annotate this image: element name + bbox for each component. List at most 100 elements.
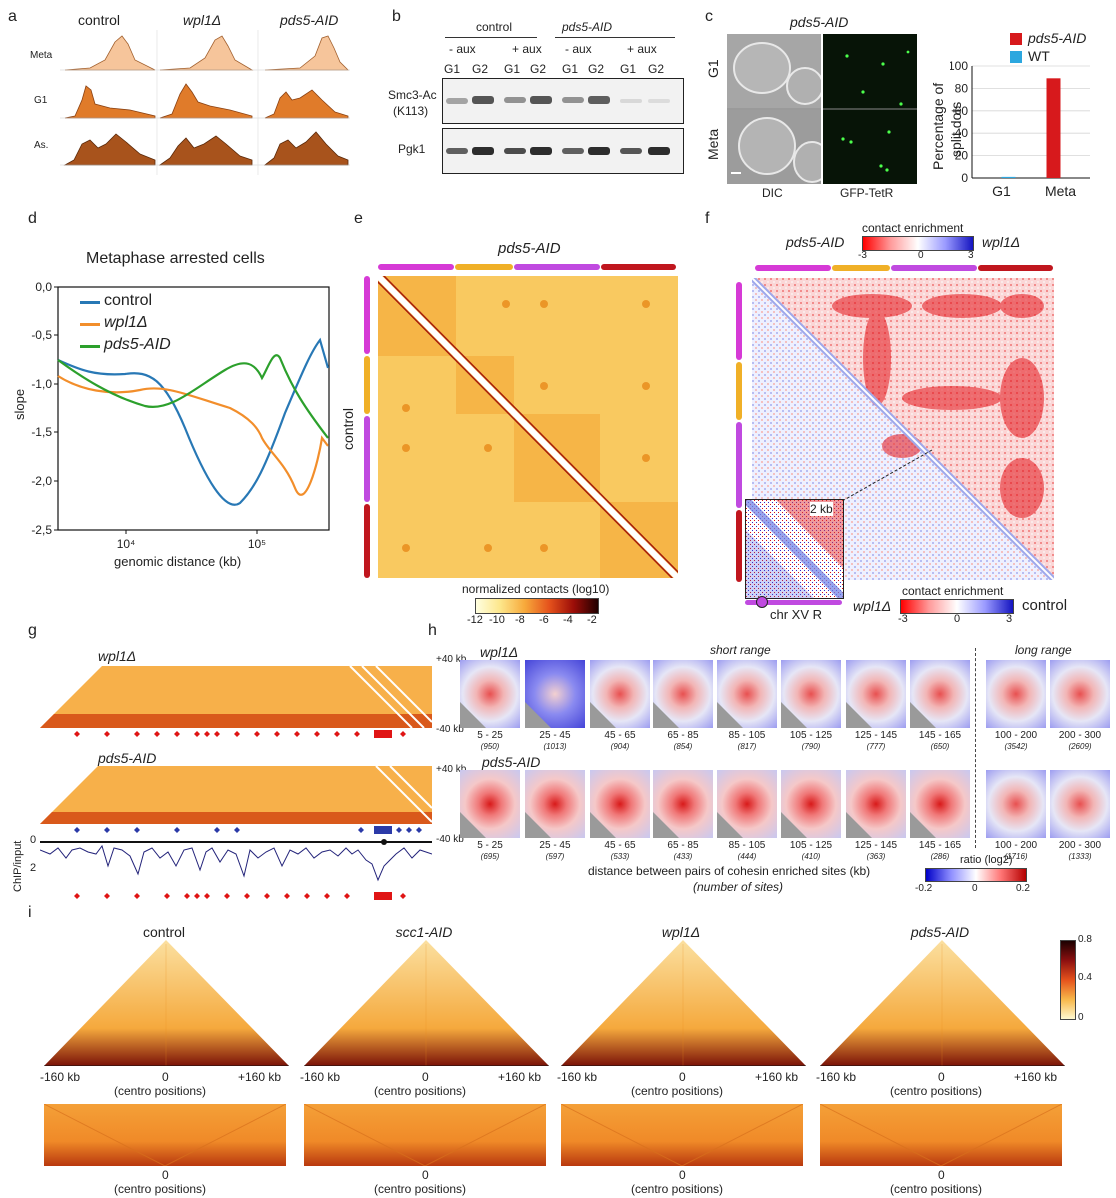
d-ytick-2: -1,0: [31, 377, 52, 391]
h-range-label-0-4: 85 - 105: [728, 730, 766, 741]
h-count-label-1-2: (533): [610, 852, 630, 861]
d-ytick-4: -2,0: [31, 474, 52, 488]
h-pileup-mask: [781, 702, 807, 728]
bar-WT-G1: [1001, 176, 1016, 178]
i-zoom-strip-2: [560, 1103, 804, 1167]
i-strain-title-0: control: [142, 924, 186, 940]
h-row2-label: pds5-AID: [482, 754, 541, 770]
facs-row-meta: [64, 35, 349, 71]
h-divider: [975, 648, 976, 848]
panel-label-d: d: [28, 210, 37, 227]
e-side-label: control: [340, 407, 356, 450]
f-left-label: pds5-AID: [786, 234, 845, 250]
d-ytick-0: 0,0: [35, 280, 52, 294]
h-range-label-0-3: 65 - 85: [667, 730, 699, 741]
i-zoom-strip-0: [43, 1103, 287, 1167]
f-chr-bar: [745, 600, 842, 605]
slope-plot: 0,0 -0,5 -1,0 -1,5 -2,0 -2,5 10⁴ 10⁵: [31, 280, 330, 551]
b-treat-1: + aux: [512, 42, 542, 56]
i-center-tick-1: 0: [422, 1070, 429, 1084]
h-count-label-0-0: (950): [480, 742, 500, 751]
h-range-label-0-7: 145 - 165: [918, 730, 962, 741]
h-pileup-mask: [590, 702, 616, 728]
h-pileup-0-6: [846, 660, 906, 728]
i-left-tick-3: -160 kb: [816, 1070, 857, 1084]
facs-histograms: [60, 30, 350, 175]
d-legend-label-pds5: pds5-AID: [104, 336, 171, 353]
c-dic-image: [727, 34, 821, 184]
b-phase-7: G2: [648, 62, 665, 76]
h-pileup-0-8: [986, 660, 1046, 728]
e-side-chrom-bar: [364, 276, 370, 578]
f-inset-map: [746, 500, 843, 598]
e-top-chrom-bar: [378, 264, 676, 270]
i-zoom-strip-lines-2: [560, 1103, 804, 1167]
f-cbar-top: [862, 236, 974, 251]
h-count-label-1-6: (363): [866, 852, 886, 861]
d-ytick-3: -1,5: [31, 425, 52, 439]
b-phase-6: G1: [620, 62, 637, 76]
c-col-dic: DIC: [762, 186, 783, 200]
i-right-tick-1: +160 kb: [498, 1070, 542, 1084]
f-inset: [745, 499, 844, 599]
a-strain-wpl1: wpl1Δ: [183, 12, 222, 28]
h-ytop-1: +40 kb: [436, 654, 467, 665]
c-dic-cells: [727, 34, 821, 184]
e-cbar: [475, 598, 599, 614]
i-zoom-center-label-0: (centro positions): [114, 1182, 207, 1196]
b-phase-0: G1: [444, 62, 461, 76]
f-right-label: wpl1Δ: [982, 234, 1021, 250]
h-count-label-1-9: (1333): [1068, 852, 1092, 861]
a-row-meta: Meta: [30, 50, 53, 61]
i-zoom-center-tick-0: 0: [162, 1168, 169, 1182]
i-cbar-tick-0: 0.8: [1078, 934, 1092, 945]
b-group-control-line: [445, 37, 537, 38]
d-ytick-1: -0,5: [31, 328, 52, 342]
h-count-label-0-8: (3542): [1004, 742, 1028, 751]
h-pileup-mask: [910, 812, 936, 838]
e-cbar-tick-1: -10: [489, 614, 505, 626]
bar-ytick-label: 20: [955, 149, 969, 163]
i-triangle-map-2: [561, 940, 806, 1066]
western-blot: [442, 78, 684, 174]
facs-row-async: [63, 131, 349, 166]
h-range-label-1-4: 85 - 105: [728, 840, 766, 851]
i-right-tick-2: +160 kb: [755, 1070, 799, 1084]
f-cbar-title: contact enrichment: [862, 221, 964, 235]
e-cbar-ticks: -12 -10 -8 -6 -4 -2: [467, 614, 607, 628]
h-pileup-1-7: [910, 770, 970, 838]
b-phase-1: G2: [472, 62, 489, 76]
g-contact-strip-pds5: [40, 766, 432, 824]
i-zoom-center-label-1: (centro positions): [374, 1182, 467, 1196]
f-cbar-bottom: [900, 599, 1014, 614]
g-top-label: wpl1Δ: [98, 648, 137, 664]
d-legend-label-control: control: [104, 292, 153, 309]
c-gfp-image: [823, 34, 917, 184]
b-row2-label: Pgk1: [398, 142, 426, 156]
bar-pds5-AID-Meta: [1046, 78, 1061, 178]
a-strain-pds5: pds5-AID: [280, 12, 339, 28]
g-ytick-0: 0: [30, 834, 37, 846]
h-range-label-0-2: 45 - 65: [604, 730, 636, 741]
c-row-g1: G1: [705, 59, 721, 78]
h-pileup-0-4: [717, 660, 777, 728]
i-zoom-center-tick-2: 0: [679, 1168, 686, 1182]
h-pileup-1-4: [717, 770, 777, 838]
h-pileup-mask: [525, 702, 551, 728]
i-triangle-map-3: [820, 940, 1065, 1066]
bar-ytick-label: 60: [955, 104, 969, 118]
g-ylabel: ChIP/input: [12, 840, 24, 892]
f-cbar-top-tick-0: -3: [858, 250, 867, 261]
h-pileup-0-9: [1050, 660, 1110, 728]
c-ylabel-1: Percentage of: [930, 82, 946, 170]
i-center-tick-0: 0: [162, 1070, 169, 1084]
h-cbar-title: ratio (log2): [960, 854, 1013, 866]
e-contact-map: [378, 276, 678, 578]
h-pileup-0-1: [525, 660, 585, 728]
a-strain-control: control: [78, 12, 121, 28]
i-strain-title-3: pds5-AID: [910, 924, 970, 940]
bar-category-label: G1: [992, 183, 1011, 199]
h-long-range: long range: [1015, 643, 1072, 657]
f-bottom-left: wpl1Δ: [853, 598, 892, 614]
h-pileup-1-2: [590, 770, 650, 838]
